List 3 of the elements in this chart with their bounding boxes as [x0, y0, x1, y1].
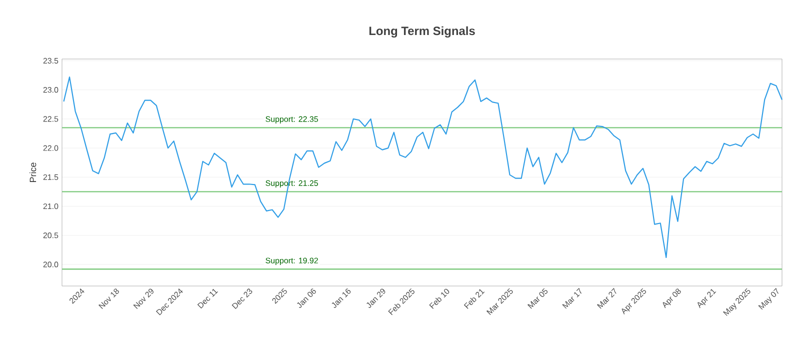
y-axis-title: Price — [30, 162, 36, 182]
chart-title: Long Term Signals — [369, 26, 475, 38]
line-series — [63, 76, 783, 258]
